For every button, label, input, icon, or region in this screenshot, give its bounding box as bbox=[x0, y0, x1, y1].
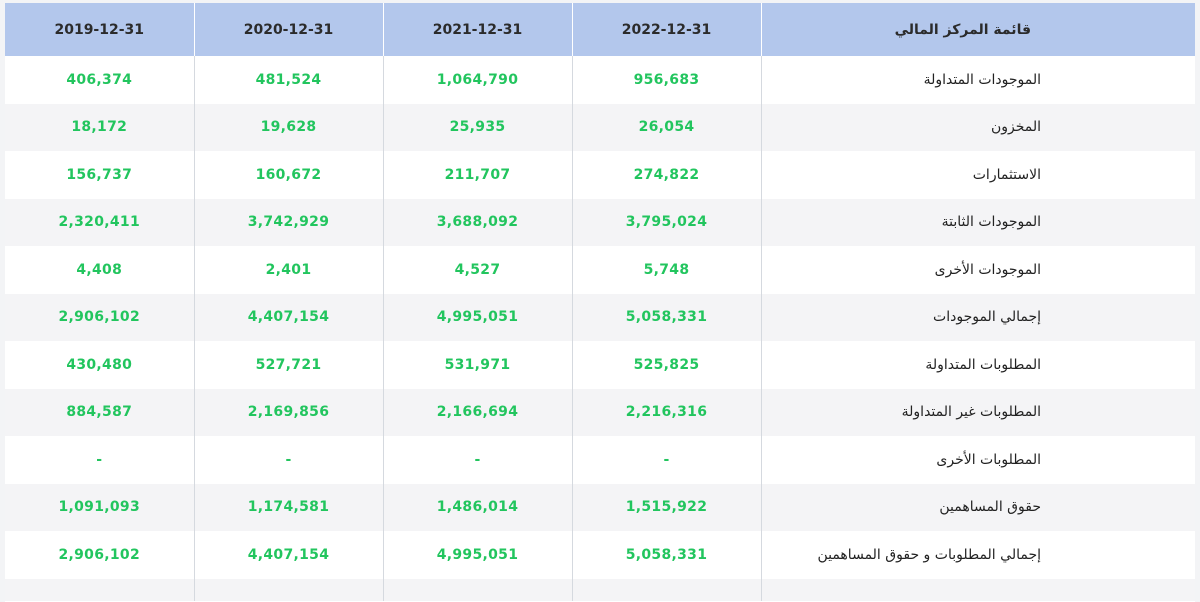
table-row: 884,587 2,169,856 2,166,694 2,216,316 المطلو… bbox=[5, 388, 1195, 436]
value-cell: 2,169,856 bbox=[193, 388, 383, 436]
value-cell: 3,795,024 bbox=[571, 198, 761, 246]
table-row: - - - - المطلوبات الأخرى bbox=[5, 436, 1195, 484]
empty-cell bbox=[760, 578, 1195, 601]
value-cell: - bbox=[571, 436, 761, 484]
row-label: المطلوبات غير المتداولة bbox=[760, 388, 1195, 436]
financial-position-panel: 2019-12-31 2020-12-31 2021-12-31 2022-12… bbox=[5, 3, 1195, 602]
row-label: المطلوبات الأخرى bbox=[760, 436, 1195, 484]
table-row: 430,480 527,721 531,971 525,825 المطلوبات ال… bbox=[5, 341, 1195, 389]
value-cell: 4,527 bbox=[382, 246, 572, 294]
value-cell: 2,166,694 bbox=[382, 388, 572, 436]
value-cell: 531,971 bbox=[382, 341, 572, 389]
value-cell: 430,480 bbox=[5, 341, 194, 389]
table-title-header: قائمة المركز المالي bbox=[760, 3, 1195, 56]
value-cell: 1,064,790 bbox=[382, 56, 572, 104]
balance-sheet-table: 2019-12-31 2020-12-31 2021-12-31 2022-12… bbox=[5, 3, 1195, 601]
table-row: 406,374 481,524 1,064,790 956,683 الموجودات … bbox=[5, 56, 1195, 104]
value-cell: 211,707 bbox=[382, 151, 572, 199]
column-header-period[interactable]: 2019-12-31 bbox=[5, 3, 194, 56]
value-cell: 481,524 bbox=[193, 56, 383, 104]
value-cell: 4,407,154 bbox=[193, 531, 383, 579]
row-label: المطلوبات المتداولة bbox=[760, 341, 1195, 389]
value-cell: 406,374 bbox=[5, 56, 194, 104]
value-cell: 19,628 bbox=[193, 103, 383, 151]
value-cell: 2,216,316 bbox=[571, 388, 761, 436]
value-cell: 160,672 bbox=[193, 151, 383, 199]
value-cell: 4,408 bbox=[5, 246, 194, 294]
value-cell: - bbox=[193, 436, 383, 484]
table-row: 156,737 160,672 211,707 274,822 الاستثمارات bbox=[5, 151, 1195, 199]
value-cell: 25,935 bbox=[382, 103, 572, 151]
value-cell: 2,320,411 bbox=[5, 198, 194, 246]
empty-cell bbox=[5, 578, 194, 601]
column-header-period[interactable]: 2020-12-31 bbox=[193, 3, 383, 56]
value-cell: 1,486,014 bbox=[382, 483, 572, 531]
table-row: 18,172 19,628 25,935 26,054 المخزون bbox=[5, 103, 1195, 151]
table-row: 2,906,102 4,407,154 4,995,051 5,058,331 إجما… bbox=[5, 531, 1195, 579]
value-cell: 5,058,331 bbox=[571, 531, 761, 579]
value-cell: 5,748 bbox=[571, 246, 761, 294]
value-cell: 956,683 bbox=[571, 56, 761, 104]
row-label: الموجودات الثابتة bbox=[760, 198, 1195, 246]
value-cell: 2,401 bbox=[193, 246, 383, 294]
value-cell: 4,995,051 bbox=[382, 531, 572, 579]
value-cell: 3,742,929 bbox=[193, 198, 383, 246]
value-cell: 4,995,051 bbox=[382, 293, 572, 341]
table-row-empty bbox=[5, 578, 1195, 601]
value-cell: - bbox=[5, 436, 194, 484]
value-cell: 3,688,092 bbox=[382, 198, 572, 246]
value-cell: 5,058,331 bbox=[571, 293, 761, 341]
value-cell: 1,174,581 bbox=[193, 483, 383, 531]
value-cell: 525,825 bbox=[571, 341, 761, 389]
row-label: المخزون bbox=[760, 103, 1195, 151]
empty-cell bbox=[193, 578, 383, 601]
row-label: الموجودات المتداولة bbox=[760, 56, 1195, 104]
column-header-period[interactable]: 2022-12-31 bbox=[571, 3, 761, 56]
value-cell: 274,822 bbox=[571, 151, 761, 199]
value-cell: 527,721 bbox=[193, 341, 383, 389]
row-label: إجمالي المطلوبات و حقوق المساهمين bbox=[760, 531, 1195, 579]
value-cell: 1,091,093 bbox=[5, 483, 194, 531]
value-cell: 156,737 bbox=[5, 151, 194, 199]
table-row: 2,320,411 3,742,929 3,688,092 3,795,024 المو… bbox=[5, 198, 1195, 246]
table-header-row: 2019-12-31 2020-12-31 2021-12-31 2022-12… bbox=[5, 3, 1195, 56]
row-label: حقوق المساهمين bbox=[760, 483, 1195, 531]
value-cell: 4,407,154 bbox=[193, 293, 383, 341]
value-cell: 18,172 bbox=[5, 103, 194, 151]
table-row: 4,408 2,401 4,527 5,748 الموجودات الأخرى bbox=[5, 246, 1195, 294]
column-header-period[interactable]: 2021-12-31 bbox=[382, 3, 572, 56]
value-cell: 884,587 bbox=[5, 388, 194, 436]
row-label: الاستثمارات bbox=[760, 151, 1195, 199]
value-cell: 2,906,102 bbox=[5, 531, 194, 579]
value-cell: 26,054 bbox=[571, 103, 761, 151]
table-row: 1,091,093 1,174,581 1,486,014 1,515,922 حقوق… bbox=[5, 483, 1195, 531]
value-cell: 1,515,922 bbox=[571, 483, 761, 531]
value-cell: 2,906,102 bbox=[5, 293, 194, 341]
row-label: الموجودات الأخرى bbox=[760, 246, 1195, 294]
empty-cell bbox=[382, 578, 572, 601]
table-row: 2,906,102 4,407,154 4,995,051 5,058,331 إجما… bbox=[5, 293, 1195, 341]
empty-cell bbox=[571, 578, 761, 601]
row-label: إجمالي الموجودات bbox=[760, 293, 1195, 341]
value-cell: - bbox=[382, 436, 572, 484]
